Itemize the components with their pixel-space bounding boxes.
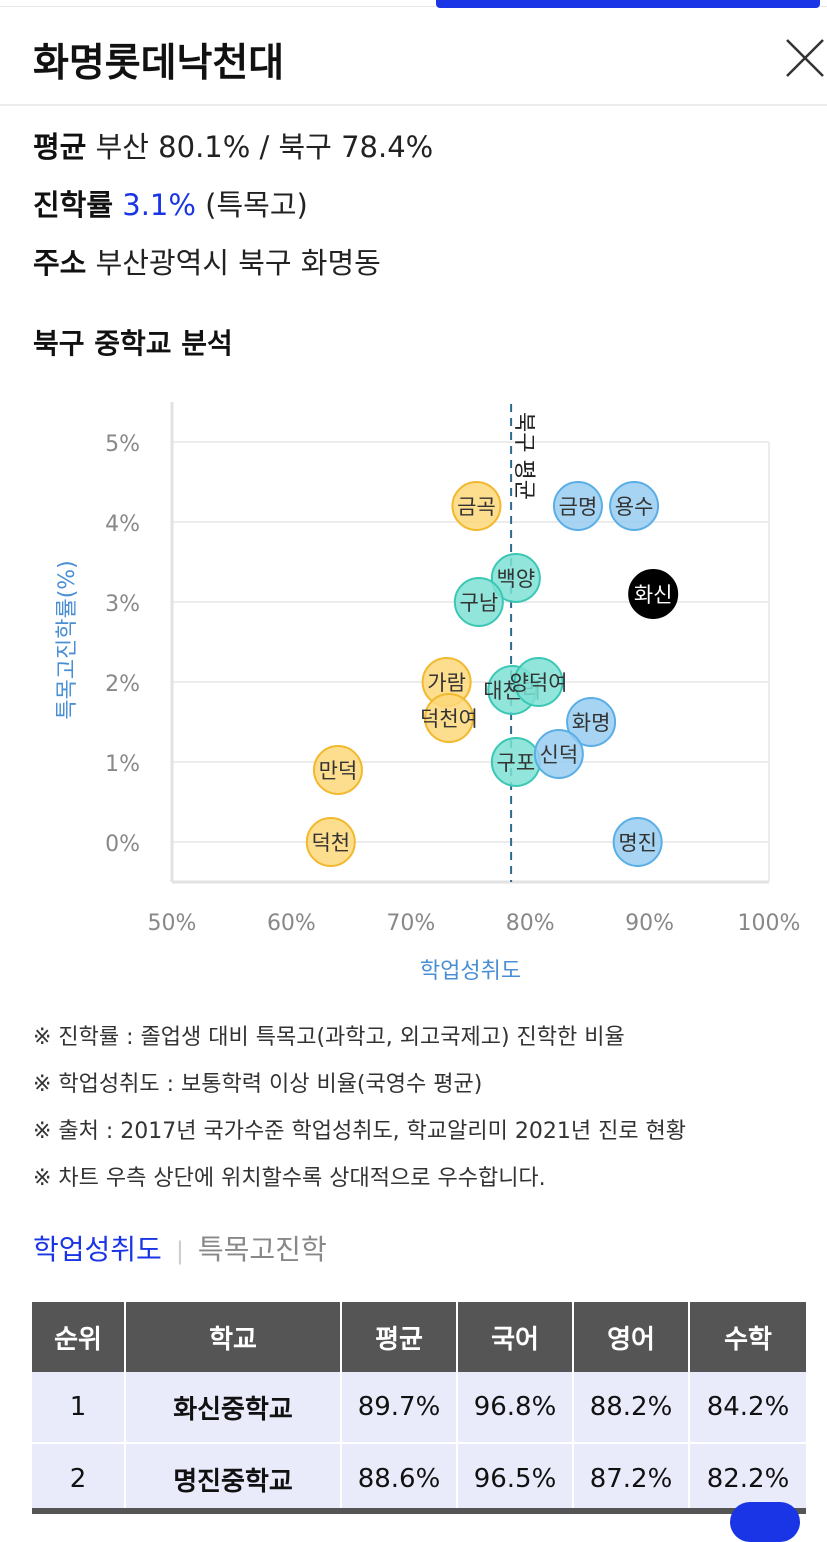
- address-info: 주소 부산광역시 북구 화명동: [33, 240, 381, 282]
- y-axis-label: 특목고진학률(%): [55, 560, 80, 720]
- cell-english: 87.2%: [573, 1443, 690, 1516]
- page-title: 화명롯데낙천대: [33, 41, 285, 86]
- rate-value: 3.1%: [122, 188, 196, 222]
- average-info: 평균 부산 80.1% / 북구 78.4%: [33, 124, 433, 166]
- table-footer-bar: [32, 1508, 806, 1514]
- plot-area: [172, 402, 769, 882]
- tab-special-school[interactable]: 특목고진학: [197, 1233, 327, 1266]
- data-point: [305, 817, 356, 867]
- cell-rank: 1: [32, 1372, 126, 1444]
- tab-separator: |: [175, 1237, 184, 1265]
- address-label: 주소: [33, 246, 87, 280]
- close-icon[interactable]: [783, 36, 827, 80]
- cell-school: 명진중학교: [125, 1443, 342, 1516]
- x-axis-label: 학업성취도: [420, 959, 521, 984]
- scatter-chart: 0% 1% 2% 3% 4% 5% 50% 60% 70% 80% 90% 100% 학업성취도 특목고진…: [55, 402, 801, 984]
- average-value: 부산 80.1% / 북구 78.4%: [95, 130, 434, 164]
- cell-korean: 96.5%: [457, 1443, 574, 1516]
- y-tick-label: 2%: [105, 672, 140, 697]
- ranking-table: 순위 학교 평균 국어 영어 수학 1 화신중학교 89.7% 96.8% 88…: [32, 1302, 806, 1516]
- data-point: [513, 657, 564, 707]
- y-tick-label: 3%: [105, 592, 140, 617]
- cell-korean: 96.8%: [457, 1372, 574, 1444]
- data-point-label: 양덕여: [510, 671, 568, 695]
- table-row[interactable]: 2 명진중학교 88.6% 96.5% 87.2% 82.2%: [32, 1443, 806, 1516]
- data-point-label: 구포: [497, 751, 536, 775]
- note-4: ※ 차트 우측 상단에 위치할수록 상대적으로 우수합니다.: [33, 1166, 546, 1191]
- data-point: [552, 481, 603, 531]
- floating-action-button[interactable]: [730, 1502, 800, 1542]
- data-point-label: 구남: [460, 591, 499, 615]
- rate-label: 진학률: [33, 188, 114, 222]
- x-tick-label: 100%: [738, 911, 801, 936]
- cell-average: 88.6%: [341, 1443, 458, 1516]
- data-point-label: 화신: [634, 583, 673, 607]
- y-tick-label: 4%: [105, 512, 140, 537]
- top-divider: [0, 6, 827, 7]
- cell-average: 89.7%: [341, 1372, 458, 1444]
- data-point-label: 명진: [618, 831, 657, 855]
- cell-english: 88.2%: [573, 1372, 690, 1444]
- data-point: [612, 817, 663, 867]
- y-tick-label: 0%: [105, 832, 140, 857]
- rate-suffix: (특목고): [205, 188, 308, 222]
- header-school: 학교: [125, 1302, 342, 1372]
- table-header-row: 순위 학교 평균 국어 영어 수학: [32, 1302, 806, 1372]
- rate-info: 진학률 3.1% (특목고): [33, 182, 308, 224]
- cell-math: 84.2%: [689, 1372, 806, 1444]
- cell-school: 화신중학교: [125, 1372, 342, 1444]
- data-point: [609, 481, 660, 531]
- header-korean: 국어: [457, 1302, 574, 1372]
- cell-rank: 2: [32, 1443, 126, 1516]
- note-2: ※ 학업성취도 : 보통학력 이상 비율(국영수 평균): [33, 1072, 483, 1097]
- tab-bar: 학업성취도 | 특목고진학: [33, 1228, 327, 1268]
- header-math: 수학: [689, 1302, 806, 1372]
- data-point: [628, 569, 679, 619]
- data-point-label: 용수: [615, 495, 654, 519]
- y-tick-label: 1%: [105, 752, 140, 777]
- header-divider: [0, 104, 827, 106]
- data-point: [312, 745, 363, 795]
- header-average: 평균: [341, 1302, 458, 1372]
- note-1: ※ 진학률 : 졸업생 대비 특목고(과학고, 외고국제고) 진학한 비율: [33, 1025, 625, 1050]
- x-tick-label: 90%: [625, 911, 674, 936]
- data-point: [490, 553, 541, 603]
- data-point: [451, 481, 502, 531]
- reference-line-label: 북구 평균: [511, 412, 536, 500]
- x-tick-label: 80%: [506, 911, 555, 936]
- data-point-label: 금명: [559, 495, 598, 519]
- notes: ※ 진학률 : 졸업생 대비 특목고(과학고, 외고국제고) 진학한 비율 ※ …: [33, 1018, 686, 1206]
- data-point-label: 백양: [497, 567, 536, 591]
- data-point-label: 화명: [572, 711, 611, 735]
- note-3: ※ 출처 : 2017년 국가수준 학업성취도, 학교알리미 2021년 진로 …: [33, 1119, 687, 1144]
- data-point: [566, 697, 617, 747]
- data-point-label: 신덕: [540, 743, 579, 767]
- data-point-label: 금곡: [457, 495, 496, 519]
- data-point: [453, 577, 504, 627]
- x-tick-label: 60%: [267, 911, 316, 936]
- x-tick-label: 50%: [148, 911, 197, 936]
- address-value: 부산광역시 북구 화명동: [95, 246, 381, 280]
- data-point: [533, 729, 584, 779]
- table-row[interactable]: 1 화신중학교 89.7% 96.8% 88.2% 84.2%: [32, 1372, 806, 1444]
- active-tab-indicator: [436, 0, 820, 8]
- data-point: [424, 693, 475, 743]
- header-english: 영어: [573, 1302, 690, 1372]
- tab-achievement[interactable]: 학업성취도: [33, 1233, 162, 1266]
- x-tick-label: 70%: [386, 911, 435, 936]
- data-point-label: 만덕: [319, 759, 358, 783]
- data-point-label: 덕천: [311, 831, 350, 855]
- header-rank: 순위: [32, 1302, 126, 1372]
- average-label: 평균: [33, 130, 87, 164]
- section-title: 북구 중학교 분석: [33, 327, 233, 360]
- y-tick-label: 5%: [105, 432, 140, 457]
- data-point-label: 덕천여: [420, 707, 478, 731]
- data-point-label: 가람: [427, 671, 466, 695]
